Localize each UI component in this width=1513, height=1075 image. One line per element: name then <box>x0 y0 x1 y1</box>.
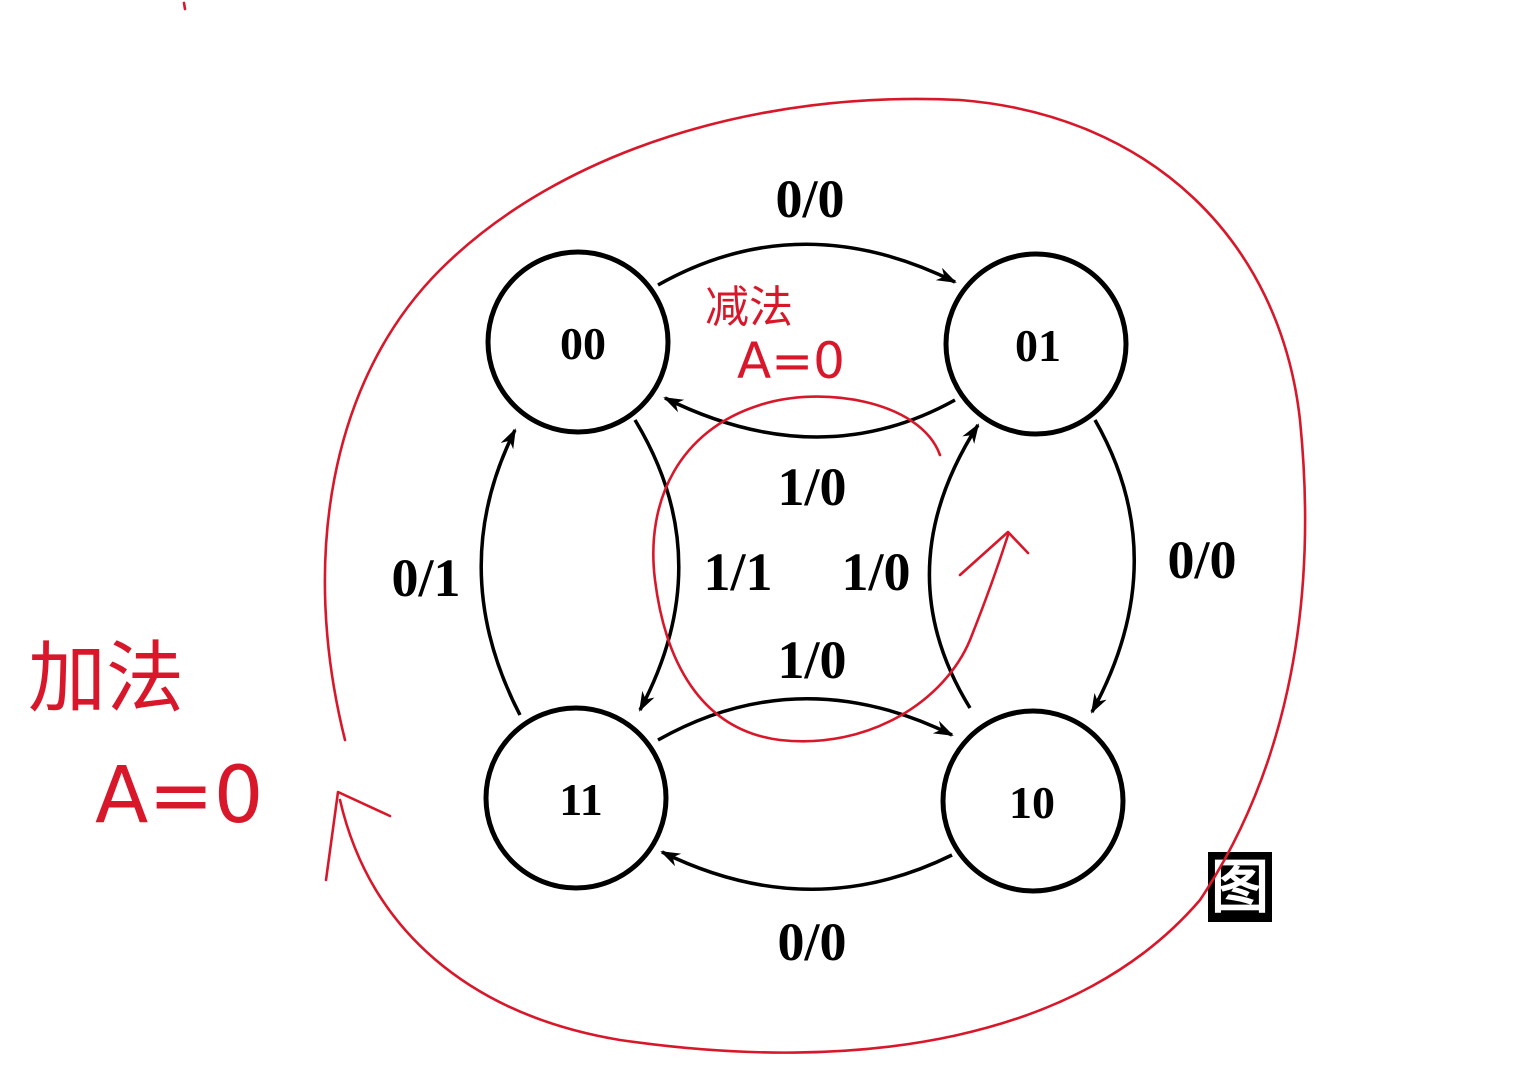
label-10-to-01: 1/0 <box>841 542 910 602</box>
edge-01-to-10 <box>1090 419 1136 714</box>
figure-label: 图 <box>1208 852 1272 922</box>
add-loop-stray-tick <box>182 1 187 11</box>
add-loop-arrowhead <box>324 790 392 882</box>
edge-11-to-10 <box>657 697 954 742</box>
subtract-condition: A=0 <box>737 332 845 390</box>
state-10-label: 10 <box>1009 777 1055 828</box>
add-condition: A=0 <box>95 751 263 841</box>
figure-label-text: 图 <box>1211 853 1269 921</box>
edge-11-to-00 <box>479 428 522 716</box>
label-10-to-11: 0/0 <box>777 912 846 972</box>
state-11-label: 11 <box>559 774 602 825</box>
edge-01-to-00 <box>663 396 956 439</box>
state-01-label: 01 <box>1015 320 1061 371</box>
state-01: 01 <box>943 251 1129 437</box>
add-loop-annotation <box>323 97 1307 1054</box>
edge-10-to-11 <box>660 850 953 891</box>
edge-00-to-11 <box>633 419 681 712</box>
subtract-annotation: 减法 <box>705 282 793 333</box>
label-11-to-00: 0/1 <box>391 548 460 608</box>
subtract-loop-annotation <box>652 395 1010 743</box>
subtract-loop-arrowhead <box>958 530 1030 577</box>
add-annotation: 加法 <box>28 634 184 724</box>
label-11-to-10: 1/0 <box>777 630 846 690</box>
state-10: 10 <box>940 708 1126 894</box>
state-11: 11 <box>483 705 669 891</box>
state-00: 00 <box>485 249 671 435</box>
label-00-to-01: 0/0 <box>775 169 844 229</box>
state-00-label: 00 <box>560 318 606 369</box>
label-01-to-00: 1/0 <box>777 457 846 517</box>
label-01-to-10: 0/0 <box>1167 530 1236 590</box>
label-00-to-11: 1/1 <box>703 542 772 602</box>
edge-00-to-01 <box>657 242 957 287</box>
